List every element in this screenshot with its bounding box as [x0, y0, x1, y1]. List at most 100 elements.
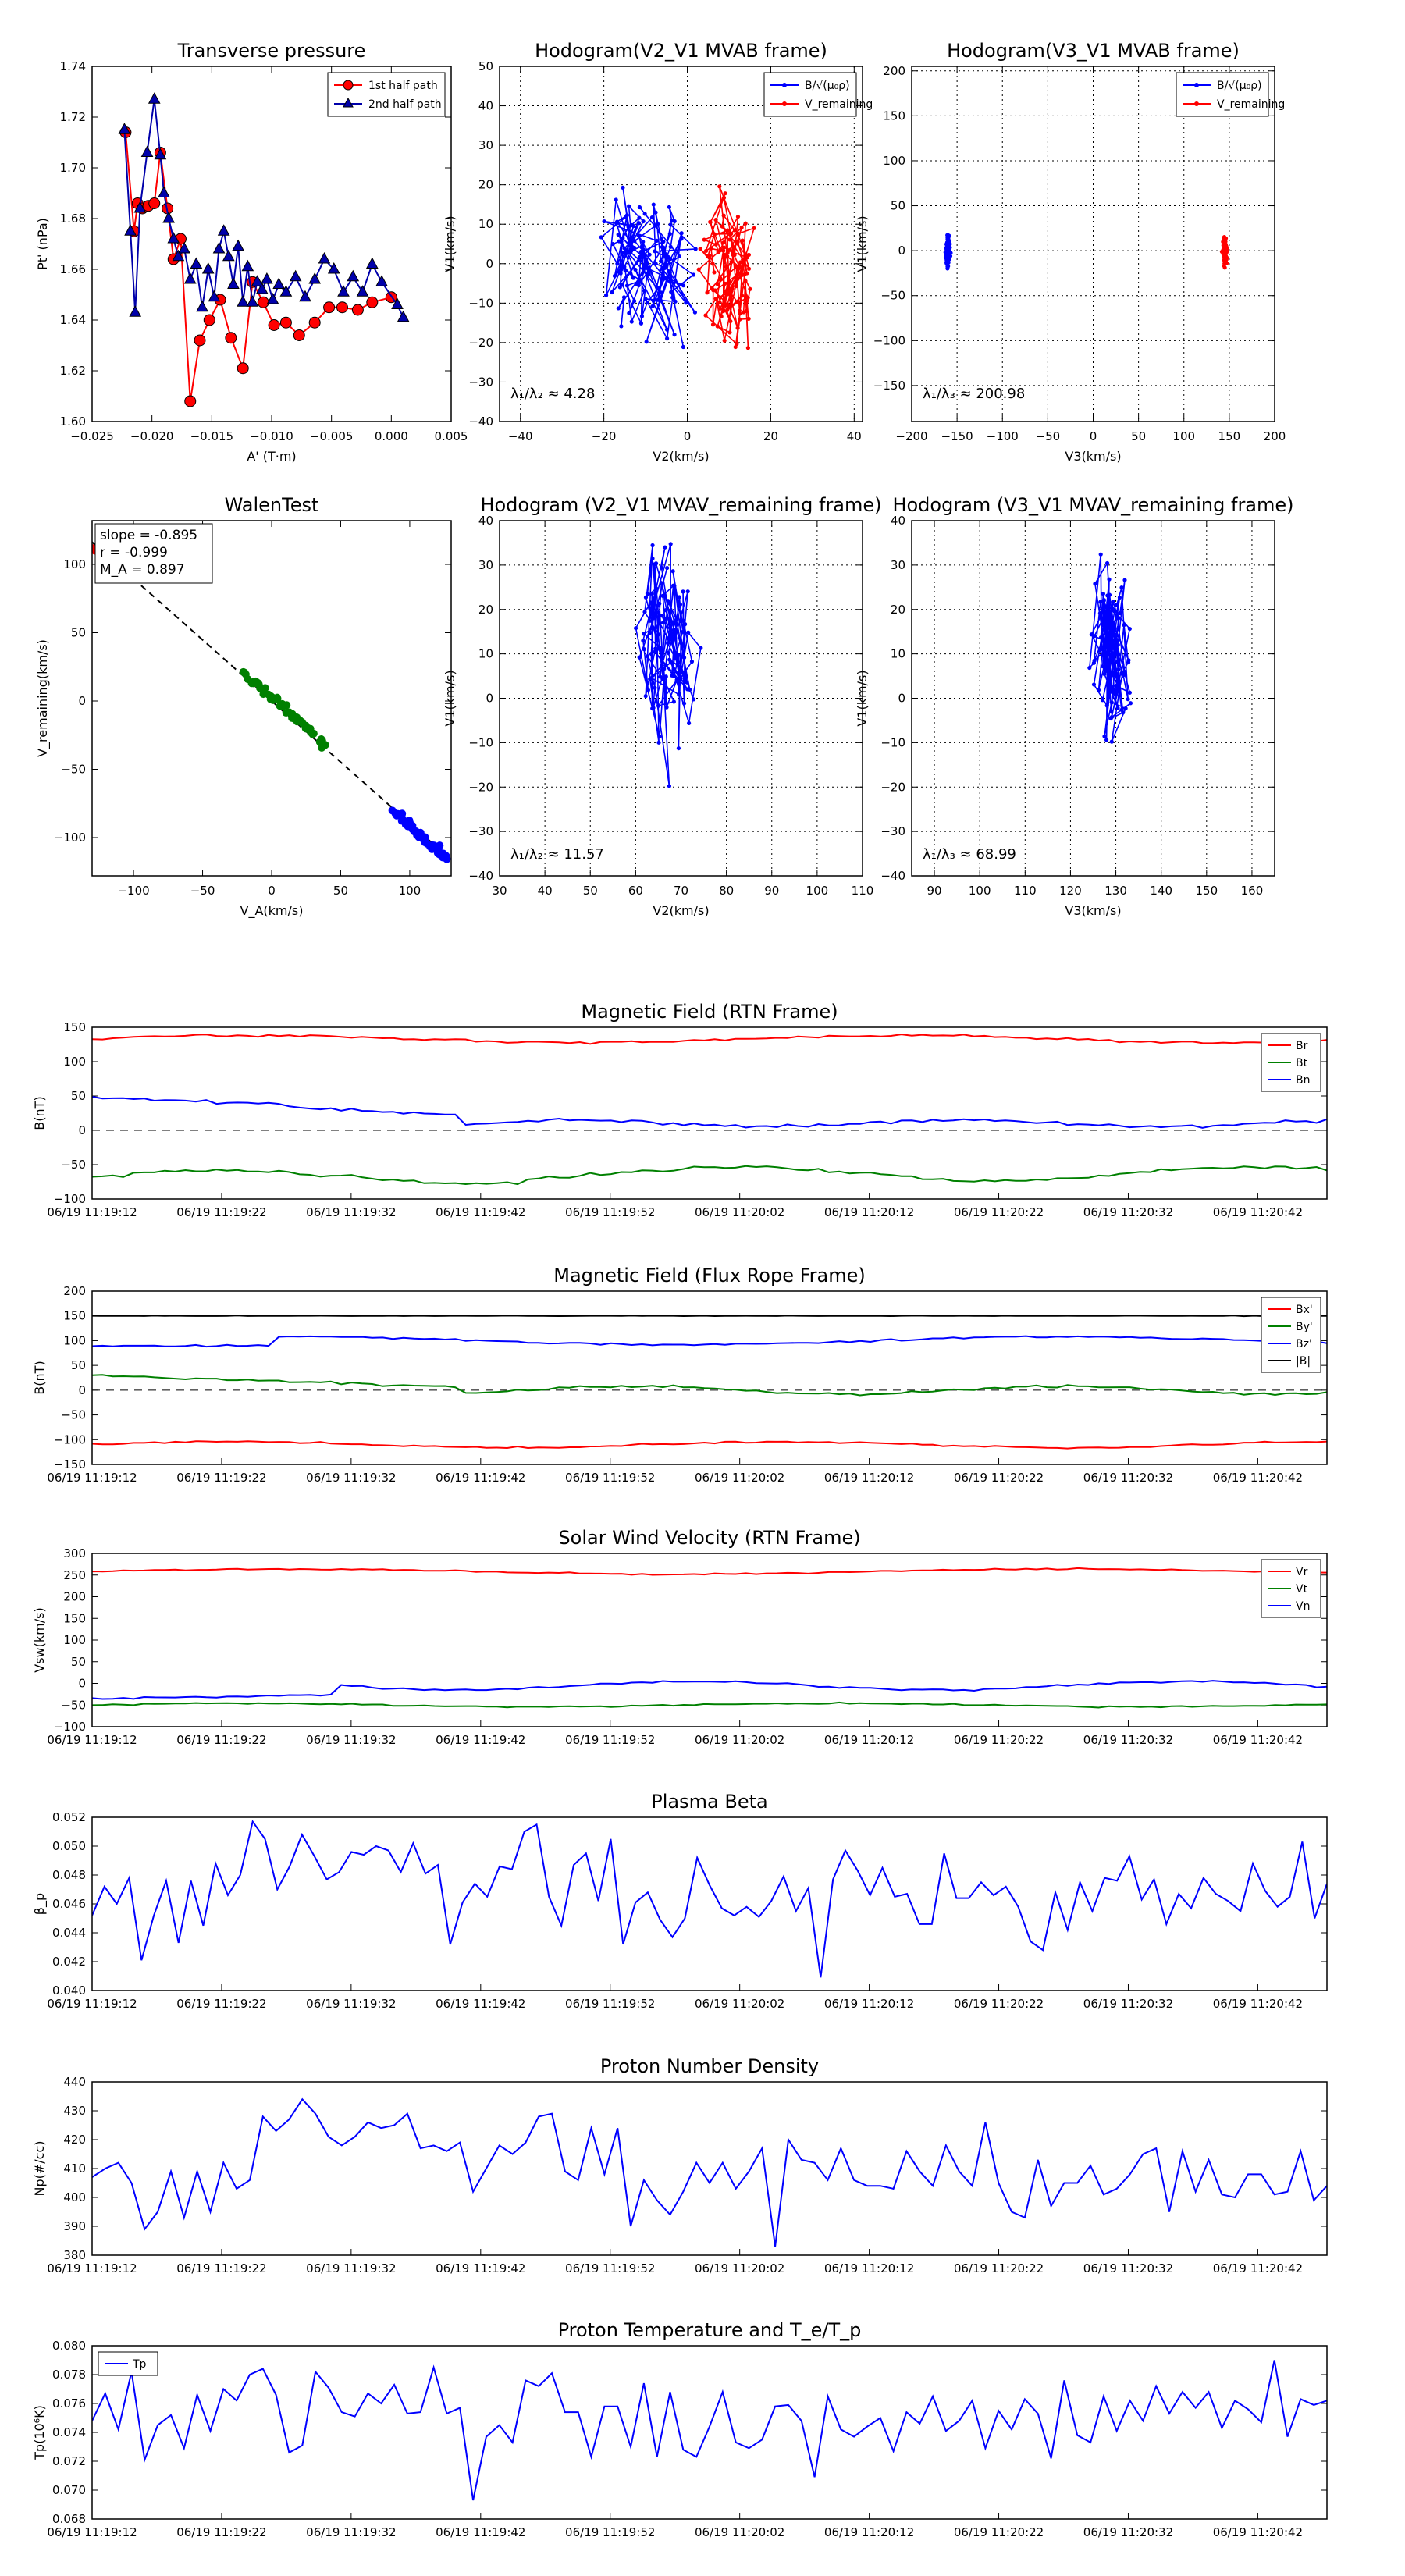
data-point: [659, 565, 664, 570]
data-point: [664, 565, 670, 571]
y-tick-label: 1.64: [60, 313, 86, 327]
series-layer: [92, 2097, 1327, 2247]
y-tick-label: 410: [63, 2161, 86, 2176]
x-tick-label: 30: [492, 884, 507, 898]
legend-label: Tp: [132, 2358, 147, 2371]
y-tick-label: 1.60: [60, 415, 86, 429]
data-point: [657, 734, 662, 739]
data-point: [184, 395, 197, 407]
data-point: [649, 605, 654, 610]
y-tick-label: 150: [883, 109, 905, 123]
data-point: [118, 123, 131, 134]
x-tick-label: 06/19 11:19:32: [306, 1997, 396, 2011]
y-tick-label: 150: [63, 1611, 86, 1625]
data-point: [745, 295, 750, 300]
series-0: [943, 233, 953, 271]
data-point: [637, 205, 642, 210]
data-point: [658, 646, 663, 650]
data-point: [728, 231, 734, 237]
data-point: [1121, 710, 1126, 715]
chart-title: Solar Wind Velocity (RTN Frame): [558, 1527, 860, 1549]
y-tick-label: 20: [891, 603, 905, 617]
data-point: [722, 256, 727, 261]
data-point: [129, 305, 142, 317]
data-point: [740, 294, 745, 298]
y-tick-label: 20: [478, 603, 493, 617]
x-tick-label: 06/19 11:20:22: [954, 2525, 1044, 2539]
y-tick-label: 50: [71, 626, 86, 640]
data-point: [1109, 615, 1114, 620]
data-point: [172, 249, 185, 262]
data-point: [667, 270, 672, 275]
data-point: [621, 295, 627, 300]
y-axis-label: Np(#/cc): [32, 2141, 47, 2197]
y-tick-label: 50: [478, 59, 493, 73]
y-tick-label: 0: [78, 694, 86, 708]
data-point: [947, 238, 951, 244]
data-point: [671, 583, 676, 588]
data-point: [642, 610, 647, 614]
data-point: [610, 290, 614, 295]
data-point: [641, 219, 646, 224]
x-axis-label: V3(km/s): [1065, 903, 1121, 918]
data-point: [667, 255, 671, 260]
x-tick-label: 0.005: [435, 429, 468, 443]
data-point: [279, 316, 292, 329]
y-tick-label: −40: [468, 869, 493, 883]
data-point: [1118, 693, 1122, 698]
data-point: [1106, 696, 1111, 700]
data-point: [1116, 667, 1121, 672]
data-point: [725, 228, 730, 233]
chart-title: Proton Temperature and T_e/T_p: [558, 2319, 862, 2341]
y-tick-label: −100: [54, 1432, 86, 1446]
data-point: [1102, 671, 1107, 677]
data-point: [1109, 739, 1114, 744]
x-tick-label: 40: [538, 884, 553, 898]
x-tick-label: 06/19 11:19:42: [436, 1471, 525, 1485]
legend: Br Bt Bn: [1261, 1033, 1321, 1092]
data-point: [661, 677, 667, 681]
x-tick-label: 50: [1131, 429, 1146, 443]
series-layer: [92, 1820, 1327, 1978]
data-point: [623, 268, 628, 273]
data-point: [691, 272, 696, 277]
y-axis-label: V1(km/s): [855, 670, 870, 726]
data-point: [1109, 653, 1114, 658]
data-point: [653, 262, 658, 266]
data-point: [731, 245, 737, 251]
data-point: [602, 219, 606, 224]
y-tick-label: −40: [880, 869, 905, 883]
data-point: [621, 251, 625, 255]
data-point: [1098, 600, 1103, 604]
data-point: [658, 674, 663, 679]
data-point: [641, 639, 646, 643]
data-point: [732, 252, 737, 258]
data-point: [670, 295, 675, 300]
data-point: [713, 218, 718, 222]
data-point: [725, 302, 730, 307]
data-point: [721, 213, 726, 218]
data-point: [666, 641, 670, 646]
x-tick-label: 06/19 11:20:02: [695, 2525, 784, 2539]
x-tick-label: 06/19 11:20:12: [824, 1997, 914, 2011]
x-tick-label: −100: [987, 429, 1019, 443]
data-point: [626, 225, 631, 229]
y-tick-label: 50: [891, 199, 905, 213]
y-tick-label: 200: [63, 1590, 86, 1604]
data-point: [246, 295, 259, 307]
data-point: [1092, 658, 1097, 663]
x-tick-label: 140: [1150, 884, 1172, 898]
data-point: [268, 319, 280, 331]
data-point: [653, 646, 658, 651]
data-point: [650, 706, 655, 711]
x-tick-label: 0.000: [375, 429, 408, 443]
data-point: [681, 283, 686, 288]
data-point: [684, 301, 688, 305]
data-point: [1098, 635, 1104, 640]
x-tick-label: 06/19 11:19:22: [176, 1205, 266, 1219]
x-tick-label: −150: [941, 429, 973, 443]
data-point: [624, 215, 628, 219]
data-point: [183, 272, 197, 284]
data-point: [178, 241, 190, 254]
y-tick-label: 0: [486, 257, 493, 271]
